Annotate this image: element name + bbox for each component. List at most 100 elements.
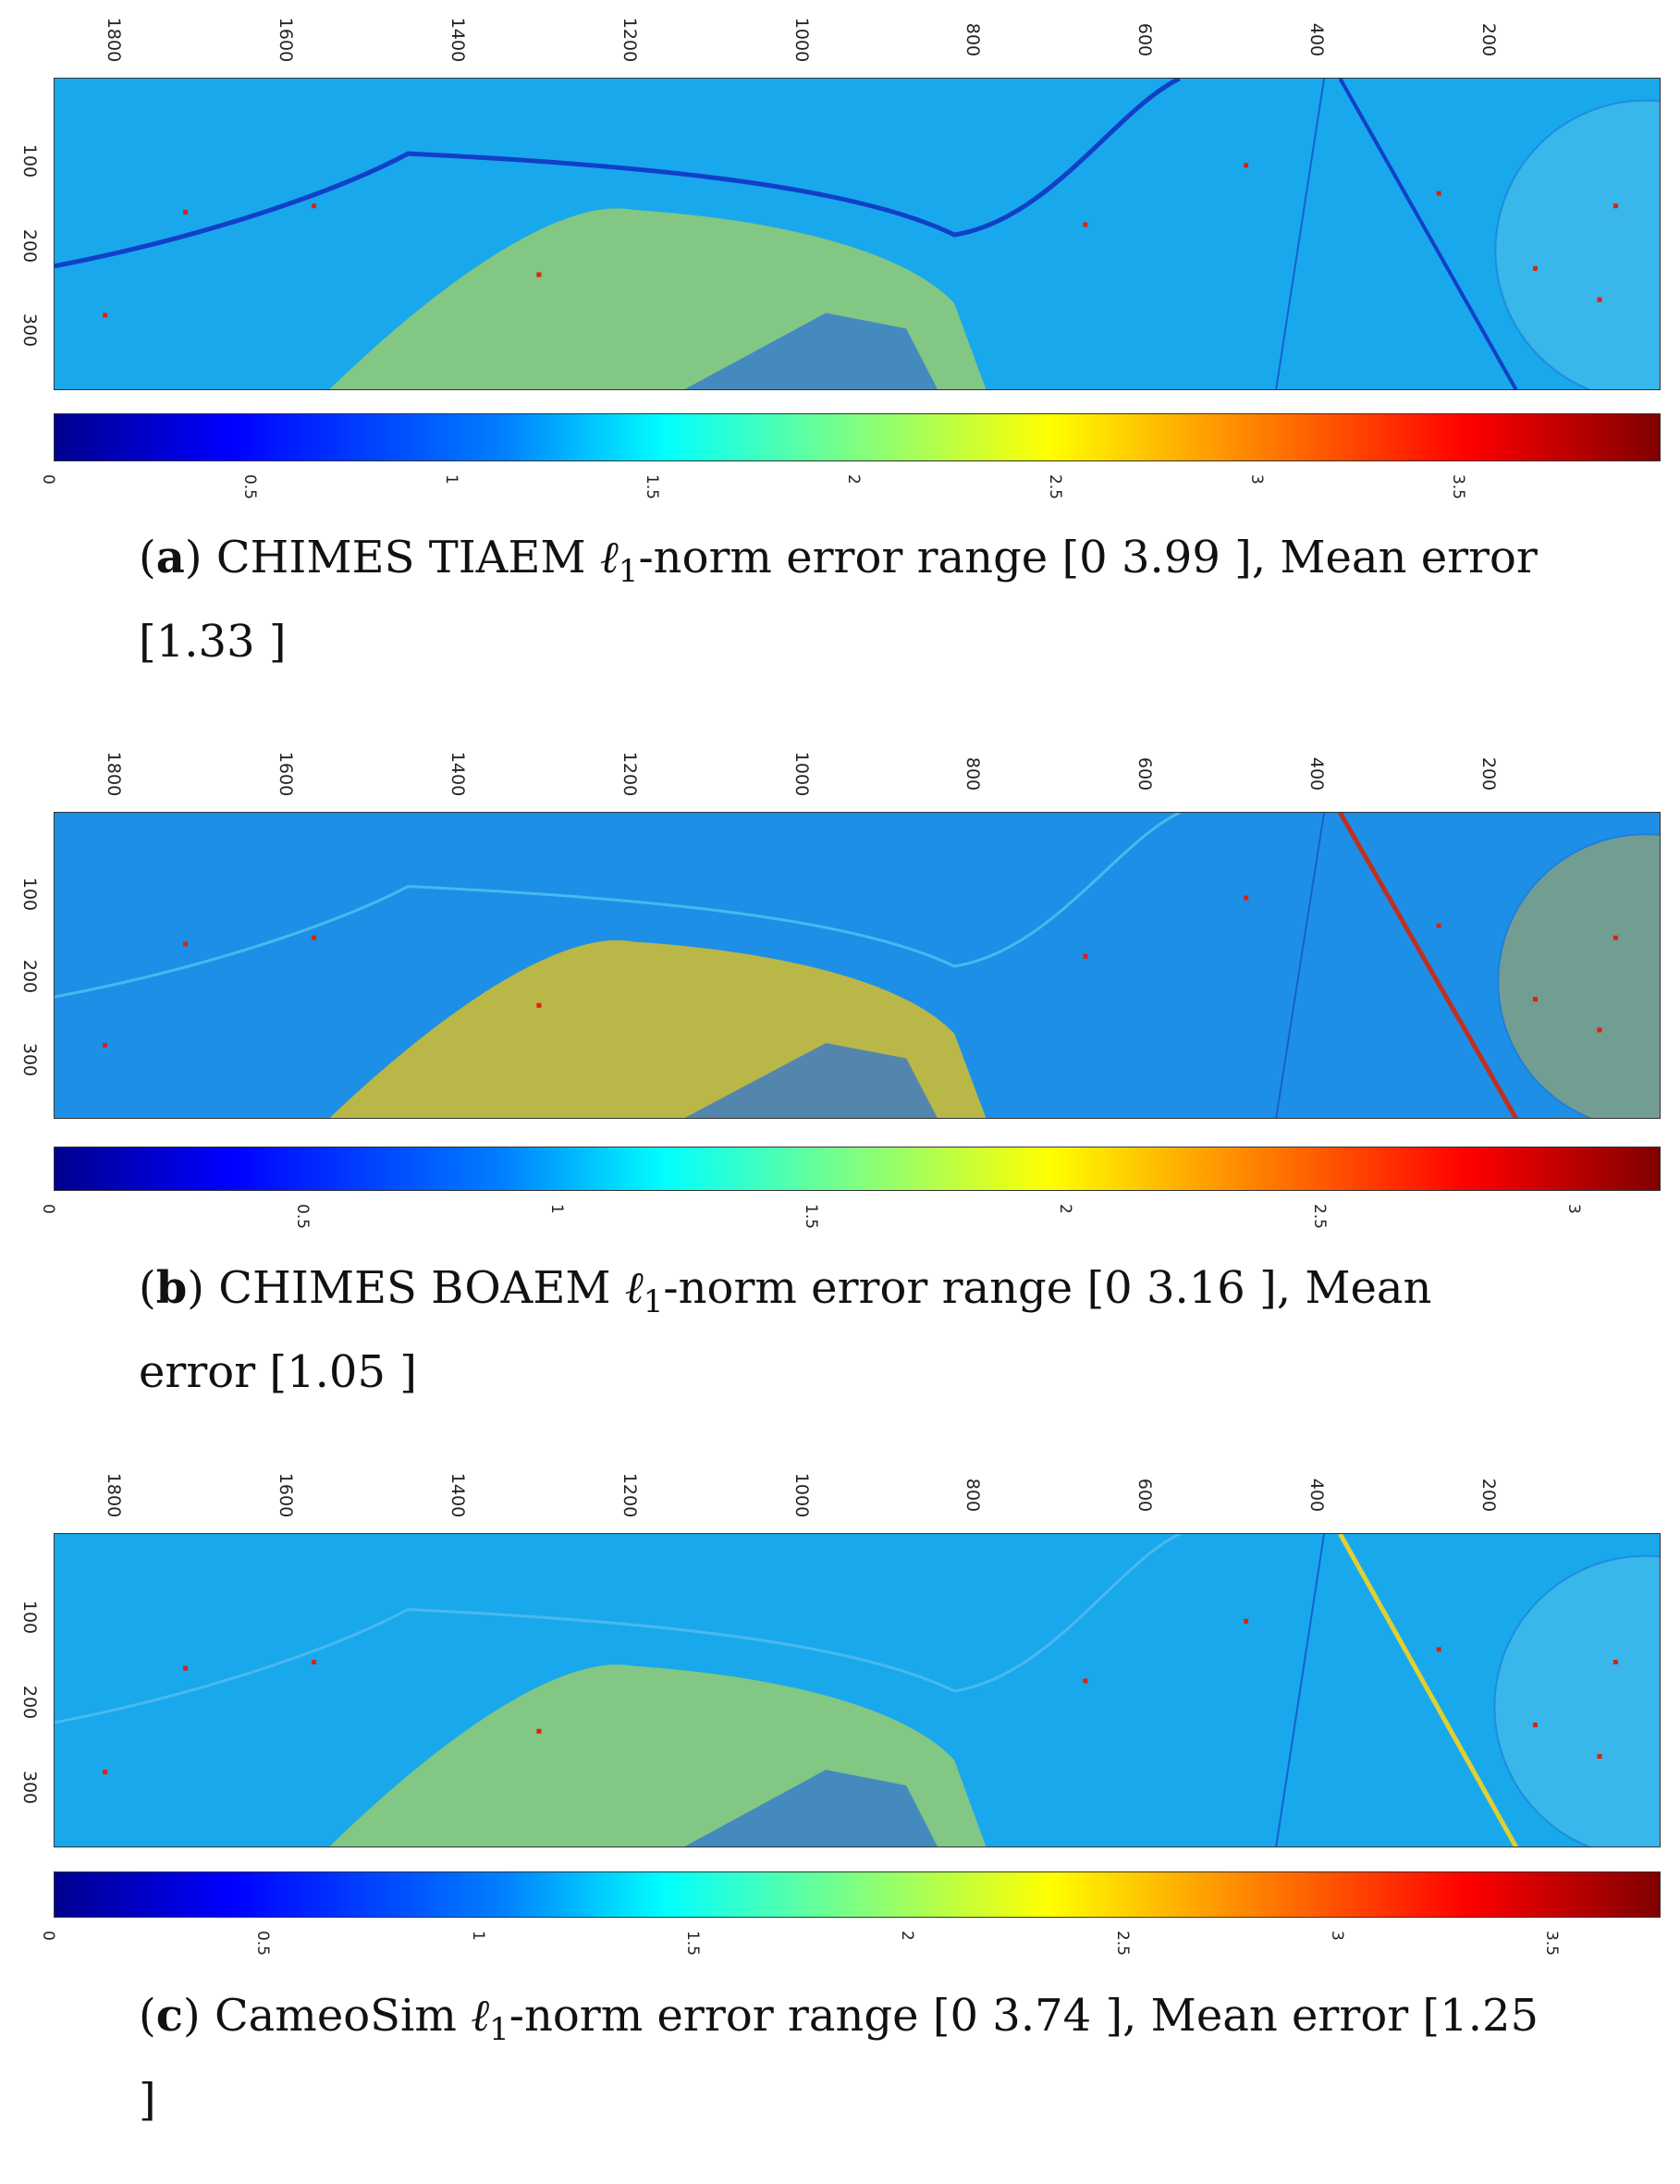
caption-before: CHIMES BOAEM bbox=[218, 1262, 625, 1314]
x-tick-label: 400 bbox=[1306, 22, 1328, 57]
colorbar bbox=[54, 1147, 1661, 1191]
subscript-one: 1 bbox=[618, 553, 639, 590]
panel-letter: c bbox=[155, 1990, 183, 2042]
hot-spot bbox=[1597, 1754, 1602, 1759]
hot-spot bbox=[183, 941, 189, 947]
x-tick-label: 200 bbox=[1478, 1478, 1500, 1513]
track-line bbox=[1275, 813, 1326, 1118]
colorbar-tick-label: 1 bbox=[441, 474, 460, 485]
subscript-one: 1 bbox=[489, 2011, 509, 2048]
hot-spot bbox=[103, 313, 108, 318]
colorbar-tick-label: 3.5 bbox=[1448, 474, 1467, 500]
x-tick-label: 600 bbox=[1134, 1478, 1156, 1513]
figure-panel-c: 1800 1600 1400 1200 1000 800 600 400 200 100 200 30… bbox=[0, 1463, 1680, 2184]
hot-spot bbox=[183, 1665, 189, 1671]
error-map bbox=[54, 1533, 1661, 1847]
circular-field bbox=[1493, 1554, 1660, 1847]
x-tick-label: 1200 bbox=[619, 1472, 640, 1518]
hot-spot bbox=[1244, 1618, 1249, 1624]
caption-before: CHIMES TIAEM bbox=[215, 532, 600, 583]
x-tick-label: 1800 bbox=[104, 17, 125, 63]
colorbar-tick-label: 0.5 bbox=[239, 474, 259, 500]
diagonal-road bbox=[1338, 813, 1519, 1118]
low-error-patch bbox=[684, 313, 938, 389]
hot-spot bbox=[103, 1043, 108, 1048]
figure-caption: (c) CameoSim ℓ1-norm error range [0 3.74… bbox=[139, 1990, 1539, 2126]
ell-symbol: ℓ bbox=[471, 1990, 490, 2042]
hot-spot bbox=[1613, 203, 1618, 209]
diagonal-road bbox=[1338, 1534, 1519, 1847]
x-tick-label: 1800 bbox=[104, 1472, 125, 1518]
hot-spot bbox=[1083, 953, 1088, 959]
colorbar-tick-label: 2 bbox=[844, 474, 864, 485]
y-tick-label: 100 bbox=[19, 144, 41, 178]
subscript-one: 1 bbox=[643, 1283, 664, 1320]
hot-spot bbox=[1597, 297, 1602, 302]
y-tick-label: 200 bbox=[19, 960, 41, 994]
colorbar-tick-label: 3.5 bbox=[1542, 1931, 1562, 1957]
hot-spot bbox=[1532, 265, 1538, 271]
hot-spot bbox=[103, 1770, 108, 1774]
x-tick-label: 1800 bbox=[104, 751, 125, 797]
diagonal-road bbox=[1338, 79, 1518, 389]
colorbar-tick-label: 1 bbox=[547, 1204, 566, 1214]
y-tick-label: 300 bbox=[19, 1770, 41, 1804]
colorbar-tick-label: 3 bbox=[1328, 1931, 1347, 1941]
x-tick-label: 1000 bbox=[791, 751, 812, 797]
hot-spot bbox=[312, 203, 317, 209]
x-tick-label: 600 bbox=[1134, 756, 1156, 791]
x-tick-label: 200 bbox=[1478, 756, 1500, 791]
track-line bbox=[1275, 1534, 1326, 1847]
x-tick-label: 1200 bbox=[619, 17, 640, 63]
colorbar-tick-label: 3 bbox=[1564, 1204, 1583, 1214]
hot-spot bbox=[1613, 935, 1618, 940]
figure-panel-b: 1800 1600 1400 1200 1000 800 600 400 200 100 200 30… bbox=[0, 730, 1680, 1452]
hot-spot bbox=[1083, 222, 1088, 227]
y-tick-label: 300 bbox=[19, 313, 41, 348]
colorbar-tick-label: 2.5 bbox=[1310, 1204, 1329, 1230]
caption-before: CameoSim bbox=[214, 1990, 472, 2042]
panel-letter: b bbox=[155, 1262, 188, 1314]
colorbar-tick-label: 1.5 bbox=[643, 474, 662, 500]
colorbar-tick-label: 0 bbox=[39, 1931, 57, 1941]
x-tick-label: 800 bbox=[963, 22, 984, 57]
colorbar-tick-label: 1.5 bbox=[683, 1931, 703, 1957]
hot-spot bbox=[1083, 1678, 1088, 1684]
colorbar bbox=[54, 1871, 1661, 1918]
error-map-image bbox=[55, 813, 1660, 1118]
error-map bbox=[54, 812, 1661, 1119]
hot-spot bbox=[1532, 1723, 1538, 1727]
circular-field bbox=[1494, 99, 1660, 389]
y-tick-label: 100 bbox=[19, 1600, 41, 1635]
x-tick-label: 1600 bbox=[275, 751, 296, 797]
x-tick-label: 800 bbox=[963, 1478, 984, 1513]
x-tick-label: 1000 bbox=[791, 1472, 812, 1518]
x-tick-label: 600 bbox=[1134, 22, 1156, 57]
track-line bbox=[1275, 79, 1326, 389]
hot-spot bbox=[536, 272, 542, 277]
error-map-image bbox=[55, 79, 1660, 389]
low-error-patch bbox=[684, 1770, 938, 1847]
x-tick-label: 1000 bbox=[791, 17, 812, 63]
error-map-image bbox=[55, 1534, 1660, 1847]
x-tick-label: 1400 bbox=[447, 1472, 468, 1518]
colorbar-tick-label: 3 bbox=[1246, 474, 1266, 485]
x-tick-label: 1600 bbox=[275, 17, 296, 63]
y-tick-label: 100 bbox=[19, 877, 41, 911]
hot-spot bbox=[1436, 923, 1441, 928]
x-tick-label: 400 bbox=[1306, 1478, 1328, 1513]
low-error-patch bbox=[684, 1043, 938, 1118]
figure-caption: (b) CHIMES BOAEM ℓ1-norm error range [0 … bbox=[139, 1262, 1432, 1398]
y-tick-label: 200 bbox=[19, 1685, 41, 1719]
ell-symbol: ℓ bbox=[599, 532, 619, 583]
caption-after: -norm error range [0 3.99 ], Mean error … bbox=[139, 532, 1538, 668]
figure-panel-a: 1800 1600 1400 1200 1000 800 600 400 200 100 200 30… bbox=[0, 0, 1680, 721]
colorbar-tick-label: 0 bbox=[39, 1204, 57, 1214]
caption-after: -norm error range [0 3.16 ], Mean error … bbox=[139, 1262, 1432, 1398]
colorbar bbox=[54, 413, 1661, 461]
y-tick-label: 300 bbox=[19, 1043, 41, 1077]
y-tick-label: 200 bbox=[19, 228, 41, 263]
hot-spot bbox=[312, 1660, 317, 1664]
colorbar-tick-label: 0.5 bbox=[293, 1204, 312, 1230]
x-tick-label: 1200 bbox=[619, 751, 640, 797]
